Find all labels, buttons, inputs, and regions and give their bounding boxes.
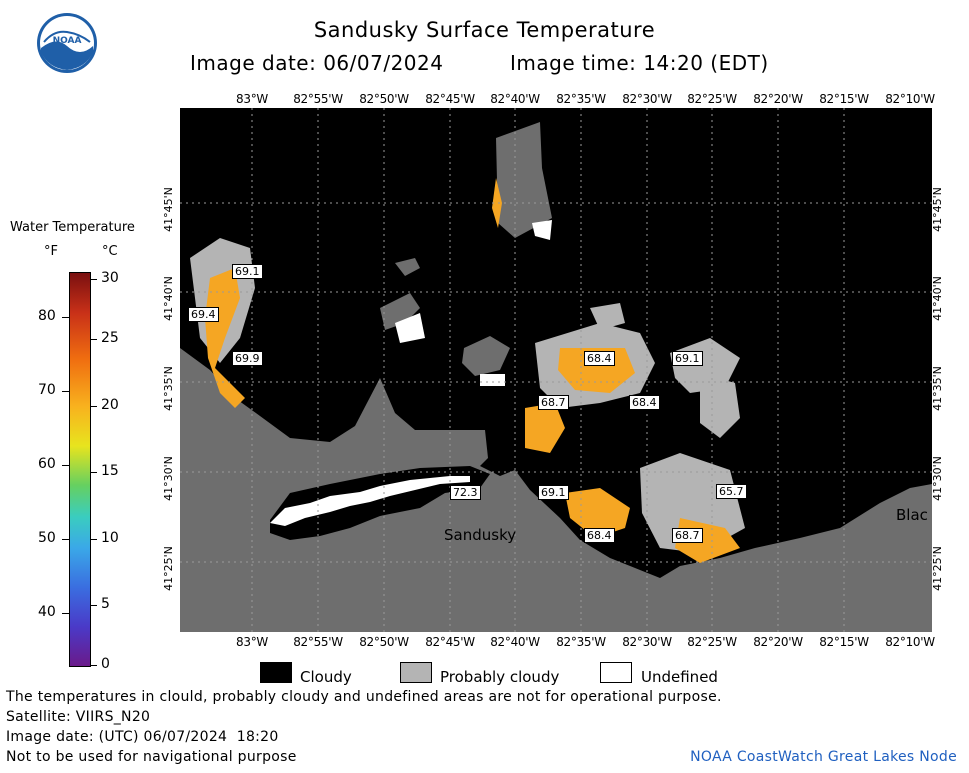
lon-label: 82°50'W — [359, 92, 409, 106]
lat-label: 41°45'N — [930, 187, 944, 232]
cloudy-swatch — [260, 662, 292, 683]
island — [462, 336, 510, 376]
lon-label: 82°20'W — [753, 92, 803, 106]
lon-label: 82°50'W — [359, 635, 409, 649]
credit-text: NOAA CoastWatch Great Lakes Node — [690, 749, 957, 765]
image-date-label: Image date: 06/07/2024 — [190, 51, 444, 75]
lon-label: 82°40'W — [490, 635, 540, 649]
lon-label: 82°35'W — [556, 635, 606, 649]
lon-label: 82°40'W — [490, 92, 540, 106]
cloudy-key-label: Cloudy — [300, 668, 352, 686]
c-tick-label: 20 — [101, 397, 119, 413]
land-mass — [180, 348, 932, 632]
undefined-patch — [532, 220, 552, 240]
temperature-label: 72.3 — [450, 485, 481, 500]
f-tick-label: 70 — [38, 382, 56, 398]
f-tick-label: 60 — [38, 456, 56, 472]
lat-label: 41°45'N — [161, 187, 175, 232]
temperature-label: 68.4 — [584, 351, 615, 366]
temperature-label: 69.1 — [538, 485, 569, 500]
probably-cloudy-patch — [590, 303, 625, 330]
lon-label: 82°25'W — [687, 92, 737, 106]
temperature-label: 65.7 — [716, 484, 747, 499]
c-tick-label: 15 — [101, 463, 119, 479]
satellite-label: Satellite: VIIRS_N20 — [6, 709, 151, 725]
place-label-blac: Blac — [896, 506, 928, 524]
probably-cloudy-key-label: Probably cloudy — [440, 668, 560, 686]
lat-label: 41°30'N — [930, 456, 944, 501]
f-tick-label: 40 — [38, 604, 56, 620]
lat-label: 41°25'N — [161, 546, 175, 591]
warm-water — [492, 178, 502, 228]
legend-title: Water Temperature — [10, 220, 135, 235]
lat-label: 41°25'N — [930, 546, 944, 591]
temperature-label: 69.9 — [232, 351, 263, 366]
lat-label: 41°40'N — [161, 276, 175, 321]
warm-water — [525, 403, 565, 453]
f-tick-label: 50 — [38, 530, 56, 546]
undefined-key-label: Undefined — [641, 668, 718, 686]
navigation-warning: Not to be used for navigational purpose — [6, 749, 297, 765]
probably-cloudy-swatch — [400, 662, 432, 683]
legend-unit-f: °F — [44, 244, 58, 259]
image-time-label: Image time: 14:20 (EDT) — [510, 51, 769, 75]
c-tick-label: 0 — [101, 656, 110, 672]
temperature-label: 69.4 — [188, 307, 219, 322]
lon-label: 82°30'W — [622, 635, 672, 649]
lon-label: 82°10'W — [885, 635, 935, 649]
f-tick-label: 80 — [38, 308, 56, 324]
probably-cloudy-patch — [700, 373, 740, 438]
c-tick-label: 30 — [101, 270, 119, 286]
lon-label: 83°W — [236, 635, 268, 649]
temperature-label: 69.1 — [232, 264, 263, 279]
island — [380, 293, 420, 330]
lon-label: 82°25'W — [687, 635, 737, 649]
logo-text: NOAA — [52, 36, 82, 46]
lat-label: 41°30'N — [161, 456, 175, 501]
page-title: Sandusky Surface Temperature — [313, 18, 656, 42]
noaa-logo: NOAA — [36, 12, 98, 74]
lon-label: 82°55'W — [293, 92, 343, 106]
lon-label: 82°15'W — [819, 92, 869, 106]
lon-label: 82°15'W — [819, 635, 869, 649]
temperature-colorbar — [69, 272, 91, 667]
lon-label: 82°55'W — [293, 635, 343, 649]
disclaimer-note: The temperatures in clould, probably clo… — [6, 689, 722, 705]
lon-label: 82°30'W — [622, 92, 672, 106]
island — [496, 122, 552, 238]
utc-date-label: Image date: (UTC) 06/07/2024 18:20 — [6, 729, 279, 745]
lon-label: 82°35'W — [556, 92, 606, 106]
lat-label: 41°35'N — [161, 366, 175, 411]
lat-label: 41°40'N — [930, 276, 944, 321]
lon-label: 82°10'W — [885, 92, 935, 106]
lat-label: 41°35'N — [930, 366, 944, 411]
temperature-label: 68.4 — [584, 528, 615, 543]
undefined-patch — [480, 374, 505, 386]
temperature-label: 68.7 — [672, 528, 703, 543]
c-tick-label: 25 — [101, 330, 119, 346]
temperature-map: 69.1 69.4 69.9 68.4 68.7 68.4 69.1 72.3 … — [180, 108, 932, 632]
undefined-swatch — [600, 662, 632, 683]
c-tick-label: 5 — [101, 596, 110, 612]
lon-label: 82°20'W — [753, 635, 803, 649]
place-label-sandusky: Sandusky — [444, 526, 517, 544]
lon-label: 82°45'W — [425, 635, 475, 649]
warm-water — [205, 268, 245, 408]
bay-undefined — [270, 476, 470, 526]
island — [395, 258, 420, 276]
temperature-label: 68.4 — [629, 395, 660, 410]
lon-label: 82°45'W — [425, 92, 475, 106]
c-tick-label: 10 — [101, 530, 119, 546]
warm-water — [565, 488, 630, 538]
temperature-label: 69.1 — [672, 351, 703, 366]
undefined-patch — [395, 313, 425, 343]
map-canvas — [180, 108, 932, 632]
legend-unit-c: °C — [102, 244, 118, 259]
temperature-label: 68.7 — [538, 395, 569, 410]
lon-label: 83°W — [236, 92, 268, 106]
